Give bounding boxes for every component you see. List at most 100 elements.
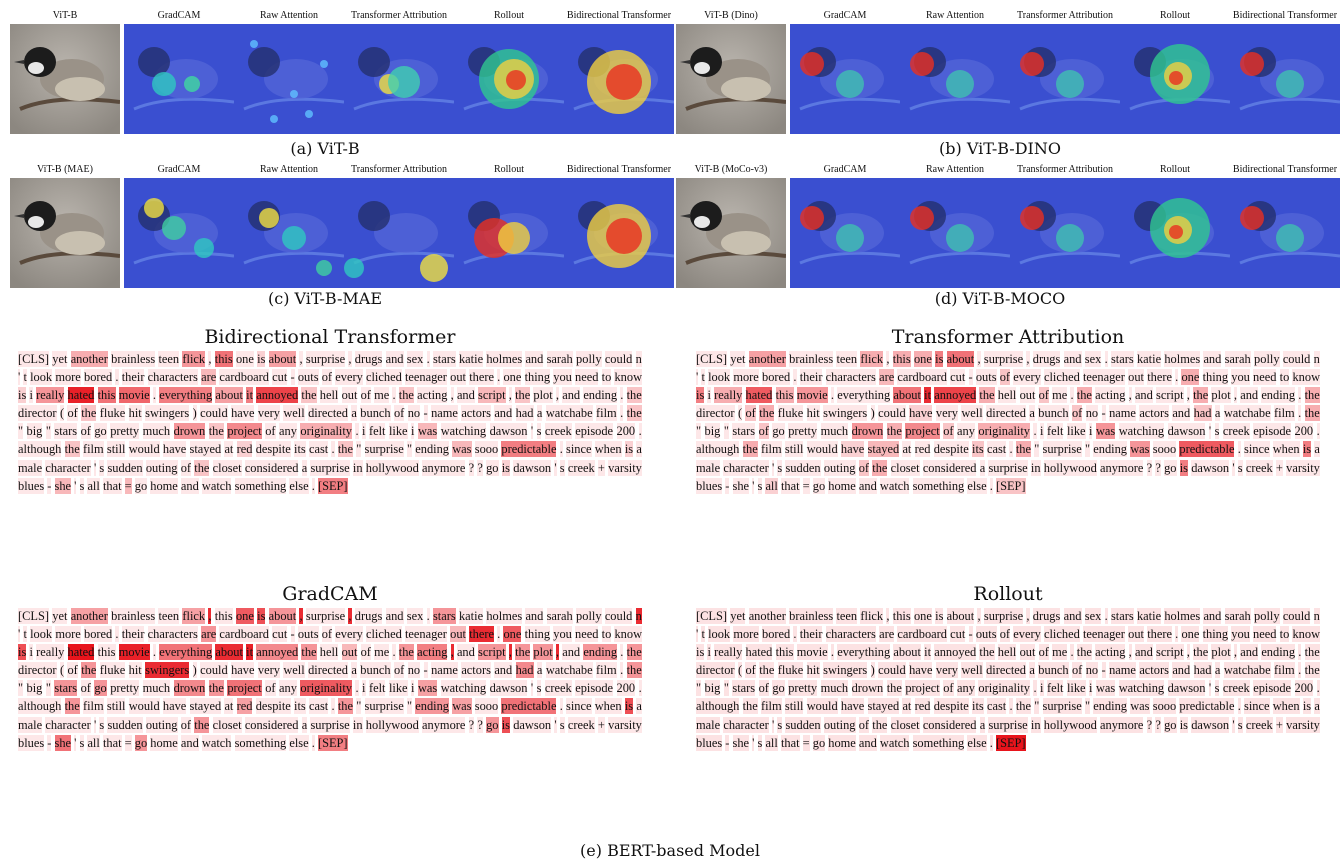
token: sarah	[1224, 608, 1251, 624]
token: despite	[933, 441, 969, 458]
token: annoyed	[256, 387, 299, 404]
bird-image	[676, 24, 786, 134]
token: -	[47, 734, 52, 751]
token: project	[905, 423, 940, 440]
token: originality	[300, 423, 352, 440]
token: movie	[796, 644, 828, 661]
token: fluke	[777, 405, 804, 422]
token: look	[708, 626, 731, 643]
token: a	[1314, 441, 1320, 458]
token: "	[1034, 441, 1040, 458]
token: yet	[52, 351, 68, 367]
token: '	[696, 369, 699, 386]
token: outs	[975, 369, 997, 386]
token: plot	[533, 644, 553, 661]
token: was	[1095, 423, 1116, 440]
token: "	[406, 441, 413, 458]
token: the	[1304, 662, 1320, 679]
token: of	[321, 626, 333, 643]
token: a	[1029, 405, 1035, 422]
token: the	[208, 423, 224, 440]
token: s	[757, 734, 763, 751]
token: more	[733, 626, 759, 643]
token: of	[393, 662, 405, 679]
text-block-gradcam: [CLS] yet another brainless teen flick ,…	[18, 607, 643, 752]
token: predictable	[1179, 698, 1235, 715]
token: and	[562, 644, 581, 661]
token: go	[1164, 716, 1177, 733]
token: polly	[576, 608, 602, 624]
token: would	[806, 698, 838, 715]
token: this	[892, 608, 911, 624]
token: holmes	[486, 351, 523, 367]
token: this	[214, 351, 233, 367]
token: ,	[1026, 351, 1030, 367]
image-label: Rollout	[1159, 10, 1190, 21]
token: flick	[182, 608, 206, 624]
token: a	[351, 662, 357, 679]
token: ,	[348, 351, 352, 367]
token: one	[913, 608, 932, 624]
token: closet	[890, 459, 920, 476]
token: still	[784, 441, 804, 458]
token: ,	[1128, 644, 1132, 661]
token: about	[946, 608, 975, 624]
token: closet	[212, 716, 242, 733]
token: despite	[933, 698, 969, 715]
token: hated	[745, 644, 773, 661]
token: flick	[860, 608, 884, 624]
token: ,	[1026, 608, 1030, 624]
token: ?	[1146, 716, 1153, 733]
token: and	[1240, 644, 1259, 661]
token: everything	[837, 387, 891, 404]
token: to	[1279, 626, 1290, 643]
token: '	[93, 716, 97, 733]
token: t	[701, 369, 705, 386]
token: surprise	[1042, 698, 1082, 715]
token: that	[102, 734, 122, 751]
token: ,	[208, 351, 212, 367]
token: sudden	[107, 459, 143, 476]
token: dawson	[489, 680, 528, 697]
token: "	[45, 680, 51, 697]
heatmap-image	[1010, 24, 1120, 134]
token: go	[94, 423, 107, 440]
token: .	[830, 387, 834, 404]
token: although	[696, 441, 740, 458]
token: predictable	[501, 698, 557, 715]
token: have	[840, 698, 865, 715]
token: like	[1066, 680, 1086, 697]
token: really	[36, 644, 65, 661]
token: me	[1052, 387, 1068, 404]
token: [SEP]	[995, 477, 1026, 494]
token: flick	[860, 351, 884, 367]
token: well	[283, 662, 305, 679]
token: you	[553, 626, 572, 643]
token: .	[989, 734, 993, 751]
token: s	[1214, 680, 1220, 697]
token: home	[150, 477, 178, 494]
token: watching	[440, 423, 487, 440]
token: are	[879, 626, 895, 643]
token: .	[559, 698, 563, 715]
token: -	[1101, 405, 1106, 422]
token: still	[106, 698, 126, 715]
token: pretty	[110, 423, 140, 440]
token: fluke	[777, 662, 804, 679]
token: '	[752, 734, 755, 751]
token: script	[1156, 387, 1184, 404]
token: bored	[762, 626, 791, 643]
token: it	[246, 387, 254, 404]
token: i	[1089, 423, 1093, 440]
token: varsity	[608, 716, 642, 733]
token: go	[486, 459, 499, 476]
token: sex	[1084, 608, 1102, 624]
token: ending	[1261, 644, 1296, 661]
token: i	[362, 680, 366, 697]
token: you	[553, 369, 572, 386]
token: 200	[616, 680, 636, 697]
token: polly	[1254, 351, 1280, 367]
heatmap-image	[900, 24, 1010, 134]
token: s	[1237, 716, 1243, 733]
token: cardboard	[897, 369, 947, 386]
